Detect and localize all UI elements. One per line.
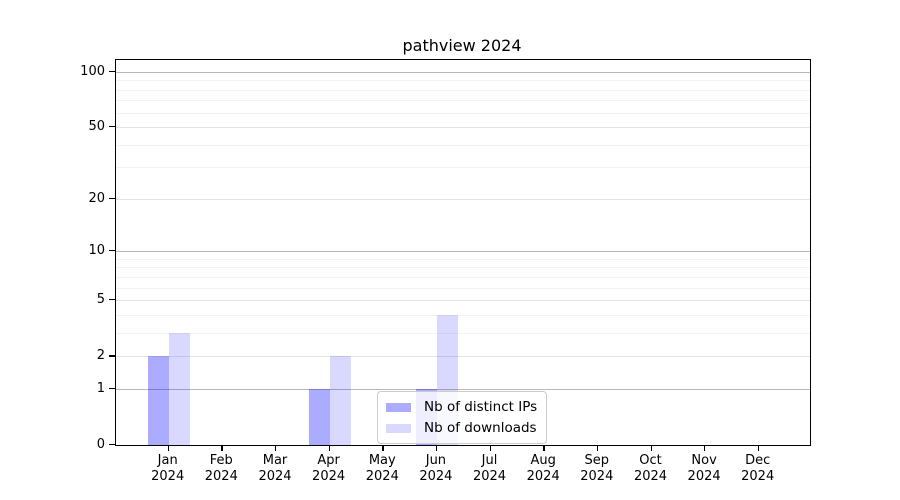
y-tick-mark [109, 299, 115, 301]
plot-area: Nb of distinct IPs Nb of downloads [115, 59, 811, 446]
bar-jan-ips [147, 356, 169, 445]
x-tick-label-oct: Oct 2024 [619, 453, 683, 485]
minor-gridline [116, 258, 810, 260]
x-tick-mark [328, 445, 330, 451]
x-tick-year: 2024 [312, 469, 346, 484]
x-tick-year: 2024 [151, 469, 185, 484]
minor-gridline [116, 89, 810, 91]
bar-jan-downloads [168, 332, 190, 445]
x-tick-month: Jul [481, 453, 498, 468]
x-tick-mark [704, 445, 706, 451]
y-tick-label: 5 [96, 291, 105, 307]
x-tick-label-dec: Dec 2024 [726, 453, 790, 485]
x-tick-label-mar: Mar 2024 [243, 453, 307, 485]
x-tick-month: Apr [317, 453, 340, 468]
minor-gridline [116, 314, 810, 316]
x-tick-month: Nov [691, 453, 717, 468]
gridline-100 [116, 71, 810, 73]
x-tick-mark [596, 445, 599, 451]
y-tick-mark [109, 388, 115, 390]
minor-gridline [116, 332, 810, 334]
y-tick-mark [109, 70, 115, 73]
x-tick-label-aug: Aug 2024 [511, 453, 575, 485]
bar-apr-downloads [329, 356, 351, 445]
x-tick-mark [543, 445, 545, 451]
x-tick-month: Dec [745, 453, 771, 468]
gridline-50 [116, 127, 810, 129]
y-tick-mark [109, 250, 115, 252]
x-tick-mark [489, 445, 491, 451]
chart-title: pathview 2024 [402, 36, 522, 55]
x-tick-label-feb: Feb 2024 [189, 453, 253, 485]
y-tick-label: 10 [88, 242, 105, 258]
x-tick-mark [382, 445, 384, 451]
gridline-1 [116, 389, 810, 390]
x-tick-label-jul: Jul 2024 [458, 453, 522, 485]
gridline-10 [116, 251, 810, 253]
x-tick-month: May [368, 453, 396, 468]
x-tick-label-apr: Apr 2024 [297, 453, 361, 485]
x-tick-mark [435, 445, 438, 451]
x-tick-year: 2024 [204, 469, 238, 484]
y-tick-mark [109, 197, 115, 200]
x-tick-year: 2024 [741, 469, 775, 484]
x-tick-month: Jun [425, 453, 447, 468]
x-tick-year: 2024 [258, 469, 292, 484]
minor-gridline [116, 100, 810, 102]
x-tick-year: 2024 [472, 469, 507, 484]
legend-row: Nb of distinct IPs [386, 398, 537, 416]
x-tick-label-jan: Jan 2024 [136, 453, 200, 485]
minor-gridline [116, 267, 810, 269]
x-tick-label-sep: Sep 2024 [565, 453, 629, 485]
minor-gridline [116, 287, 810, 289]
minor-gridline [116, 276, 810, 278]
gridline-2 [116, 356, 810, 358]
x-tick-label-jun: Jun 2024 [404, 453, 468, 485]
y-tick-mark [109, 355, 115, 357]
legend: Nb of distinct IPs Nb of downloads [377, 391, 548, 444]
x-tick-mark [275, 445, 277, 451]
x-tick-month: Sep [584, 453, 610, 468]
y-tick-label: 0 [96, 436, 105, 452]
x-tick-year: 2024 [633, 469, 668, 484]
gridline-20 [116, 198, 810, 200]
x-tick-month: Aug [530, 453, 556, 468]
x-tick-year: 2024 [365, 469, 399, 484]
x-tick-month: Jan [157, 453, 178, 468]
y-tick-mark [109, 444, 115, 446]
legend-label: Nb of downloads [424, 420, 537, 436]
x-tick-label-may: May 2024 [350, 453, 414, 485]
x-tick-label-nov: Nov 2024 [672, 453, 736, 485]
minor-gridline [116, 167, 810, 169]
x-tick-mark [650, 445, 652, 451]
x-tick-month: Mar [262, 453, 288, 468]
y-tick-mark [109, 126, 115, 128]
x-tick-year: 2024 [526, 469, 560, 484]
minor-gridline [116, 144, 810, 146]
x-tick-year: 2024 [687, 469, 721, 484]
minor-gridline [116, 112, 810, 114]
y-tick-label: 20 [88, 190, 105, 206]
y-tick-label: 2 [96, 347, 105, 363]
bar-apr-ips [308, 389, 330, 445]
y-tick-label: 100 [80, 63, 105, 79]
y-tick-label: 50 [88, 118, 105, 134]
legend-swatch [386, 402, 411, 412]
x-tick-mark [757, 445, 760, 451]
minor-gridline [116, 80, 810, 82]
legend-swatch [386, 423, 411, 433]
x-tick-year: 2024 [419, 469, 453, 484]
x-tick-month: Oct [639, 453, 662, 468]
x-tick-mark [167, 445, 170, 451]
x-tick-month: Feb [209, 453, 233, 468]
x-tick-mark [221, 445, 223, 451]
legend-label: Nb of distinct IPs [424, 399, 538, 415]
y-tick-label: 1 [96, 380, 105, 396]
x-tick-year: 2024 [580, 469, 614, 484]
gridline-5 [116, 300, 810, 302]
legend-row: Nb of downloads [386, 419, 537, 437]
